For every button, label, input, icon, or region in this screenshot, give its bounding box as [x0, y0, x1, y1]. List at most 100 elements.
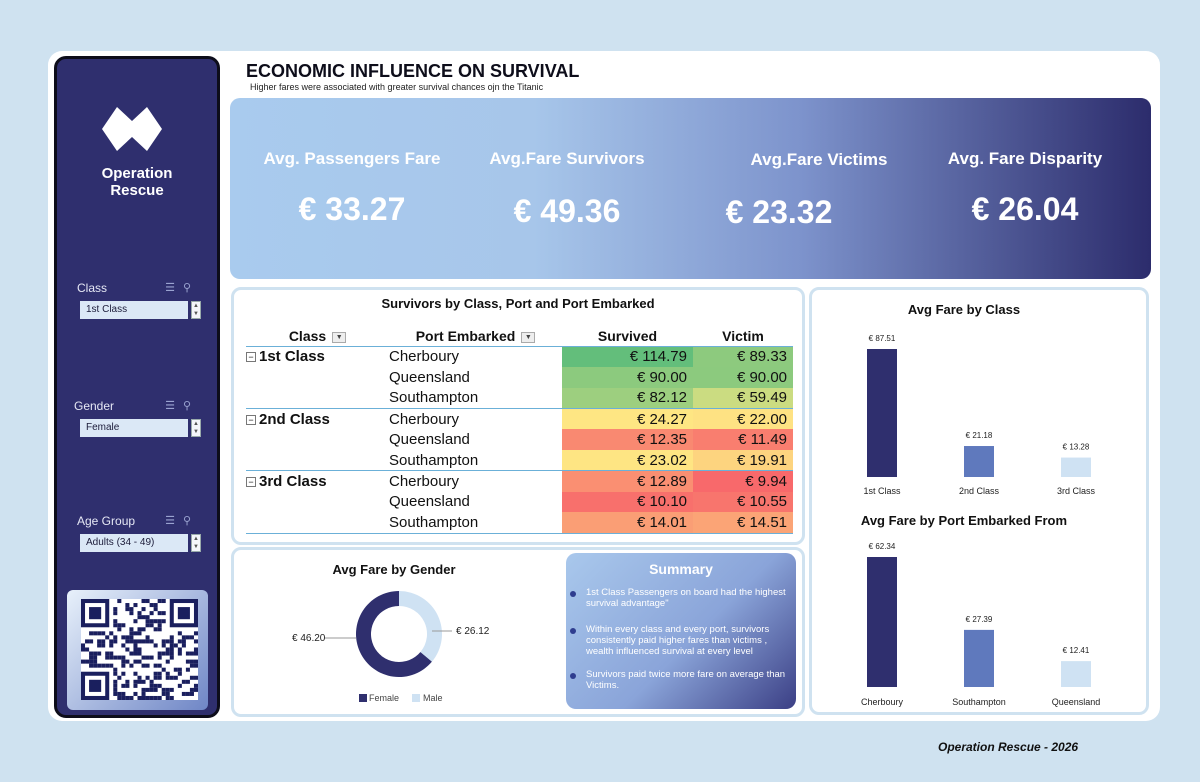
class-tick-label: 1st Class [863, 486, 901, 496]
filter-dropdown-icon[interactable]: ▼ [332, 331, 347, 343]
gender-slicer-value[interactable]: Female [80, 419, 188, 437]
port-cell: Southampton [389, 389, 479, 407]
survived-cell: € 82.12 [562, 387, 693, 409]
port-bar-label: € 12.41 [1063, 646, 1090, 655]
class-cell [246, 367, 389, 388]
class-slicer: Class ☰⚲ 1st Class ▲ ▼ [77, 281, 203, 319]
table-row: Queensland € 10.10 € 10.55 [246, 491, 793, 513]
port-cell: Southampton [389, 514, 479, 532]
collapse-icon[interactable]: − [246, 476, 256, 487]
port-cell: Cherboury [389, 348, 460, 366]
filter-active-icon[interactable]: ▼ [521, 331, 536, 343]
scroll-stepper[interactable]: ▲ ▼ [191, 419, 201, 437]
gender-slicer: Gender ☰⚲ Female ▲ ▼ [74, 399, 203, 437]
multi-select-icon[interactable]: ☰⚲ [165, 515, 199, 527]
kpi-label: Avg.Fare Victims [750, 150, 888, 169]
multi-select-icon[interactable]: ☰⚲ [165, 400, 199, 412]
class-cell: −2nd Class [246, 408, 389, 429]
donut-slice-female[interactable] [355, 591, 432, 677]
age-group-slicer: Age Group ☰⚲ Adults (34 - 49) ▲ ▼ [77, 514, 203, 552]
port-cell: Queensland [389, 368, 470, 386]
page-subtitle: Higher fares were associated with greate… [250, 82, 544, 92]
donut-label-male: € 26.12 [456, 626, 490, 637]
class-slicer-value[interactable]: 1st Class [80, 301, 188, 319]
legend-swatch-female [359, 694, 367, 702]
class-bar[interactable] [1061, 457, 1091, 477]
slicer-label: Age Group [77, 514, 136, 528]
table-row: −3rd Class Cherboury € 12.89 € 9.94 [246, 470, 793, 492]
summary-point: 1st Class Passengers on board had the hi… [570, 587, 788, 609]
class-label: 2nd Class [259, 410, 330, 428]
class-tick-label: 2nd Class [959, 486, 1000, 496]
port-tick-label: Southampton [952, 697, 1006, 707]
donut-slice-male[interactable] [399, 591, 442, 662]
summary-box: Summary 1st Class Passengers on board ha… [566, 553, 796, 709]
port-chart-title: Avg Fare by Port Embarked From [861, 513, 1067, 528]
pivot-panel: Survivors by Class, Port and Port Embark… [231, 287, 805, 545]
survived-cell: € 14.01 [562, 512, 693, 534]
table-row: Southampton € 82.12 € 59.49 [246, 387, 793, 409]
diamond-logo-icon [102, 107, 162, 151]
victim-cell: € 11.49 [693, 429, 793, 450]
summary-list: 1st Class Passengers on board had the hi… [570, 579, 788, 691]
class-bar[interactable] [867, 349, 897, 477]
donut-label-female: € 46.20 [292, 633, 326, 644]
column-header-victim: Victim [722, 327, 764, 344]
slicer-label: Gender [74, 399, 115, 413]
brand-line: Operation [101, 165, 173, 182]
survived-cell: € 12.89 [562, 470, 693, 492]
class-label: 3rd Class [259, 472, 327, 490]
victim-cell: € 10.55 [693, 491, 793, 513]
column-header-port: Port Embarked ▼ [389, 326, 562, 346]
class-cell [246, 450, 389, 471]
victim-cell: € 19.91 [693, 449, 793, 471]
footer-text: Operation Rescue - 2026 [938, 740, 1079, 754]
summary-point: Within every class and every port, survi… [570, 624, 788, 657]
bar-charts: Avg Fare by Class € 87.51 1st Class € 21.18… [861, 302, 1100, 707]
class-label: 1st Class [259, 348, 325, 366]
table-row: Southampton € 14.01 € 14.51 [246, 512, 793, 534]
pivot-title: Survivors by Class, Port and Port Embark… [381, 296, 655, 311]
legend-male: Male [423, 693, 443, 703]
column-header-class: Class ▼ [246, 326, 389, 346]
survived-cell: € 23.02 [562, 449, 693, 471]
port-cell: Southampton [389, 451, 479, 469]
survived-cell: € 90.00 [562, 366, 693, 388]
collapse-icon[interactable]: − [246, 414, 256, 425]
port-cell: Cherboury [389, 472, 460, 490]
table-row: −2nd Class Cherboury € 24.27 € 22.00 [246, 408, 793, 430]
kpi-label: Avg. Fare Disparity [947, 149, 1103, 168]
port-bar[interactable] [1061, 661, 1091, 687]
port-cell: Queensland [389, 493, 470, 511]
class-chart-title: Avg Fare by Class [908, 302, 1020, 317]
victim-cell: € 9.94 [693, 470, 793, 492]
class-cell: −3rd Class [246, 471, 389, 492]
class-bar[interactable] [964, 446, 994, 477]
class-cell [246, 429, 389, 450]
class-bar-label: € 13.28 [1063, 443, 1090, 452]
table-row: Queensland € 12.35 € 11.49 [246, 429, 793, 450]
port-cell: Cherboury [389, 410, 460, 428]
qr-code-icon [81, 599, 198, 700]
pivot-table: Class ▼ Port Embarked ▼ Survived Victim −1… [246, 326, 793, 534]
brand-line: Rescue [110, 182, 164, 199]
kpi-value: € 23.32 [725, 194, 833, 230]
kpi-value: € 33.27 [298, 191, 406, 227]
column-header-survived: Survived [597, 327, 658, 344]
victim-cell: € 22.00 [693, 408, 793, 430]
bar-charts-panel: Avg Fare by Class € 87.51 1st Class € 21.18… [809, 287, 1149, 715]
multi-select-icon[interactable]: ☰⚲ [165, 282, 199, 294]
class-cell: −1st Class [246, 346, 389, 367]
summary-point: Survivors paid twice more fare on averag… [570, 669, 788, 691]
collapse-icon[interactable]: − [246, 352, 256, 363]
scroll-stepper[interactable]: ▲ ▼ [191, 534, 201, 552]
class-cell [246, 512, 389, 533]
scroll-stepper[interactable]: ▲ ▼ [191, 301, 201, 319]
age-group-slicer-value[interactable]: Adults (34 - 49) [80, 534, 188, 552]
port-bar[interactable] [964, 629, 994, 687]
victim-cell: € 90.00 [693, 366, 793, 388]
class-bar-label: € 21.18 [966, 431, 993, 440]
port-bar[interactable] [867, 557, 897, 687]
table-row: −1st Class Cherboury € 114.79 € 89.33 [246, 346, 793, 367]
sidebar: Operation Rescue Class ☰⚲ 1st Class ▲ ▼ G… [54, 56, 220, 718]
